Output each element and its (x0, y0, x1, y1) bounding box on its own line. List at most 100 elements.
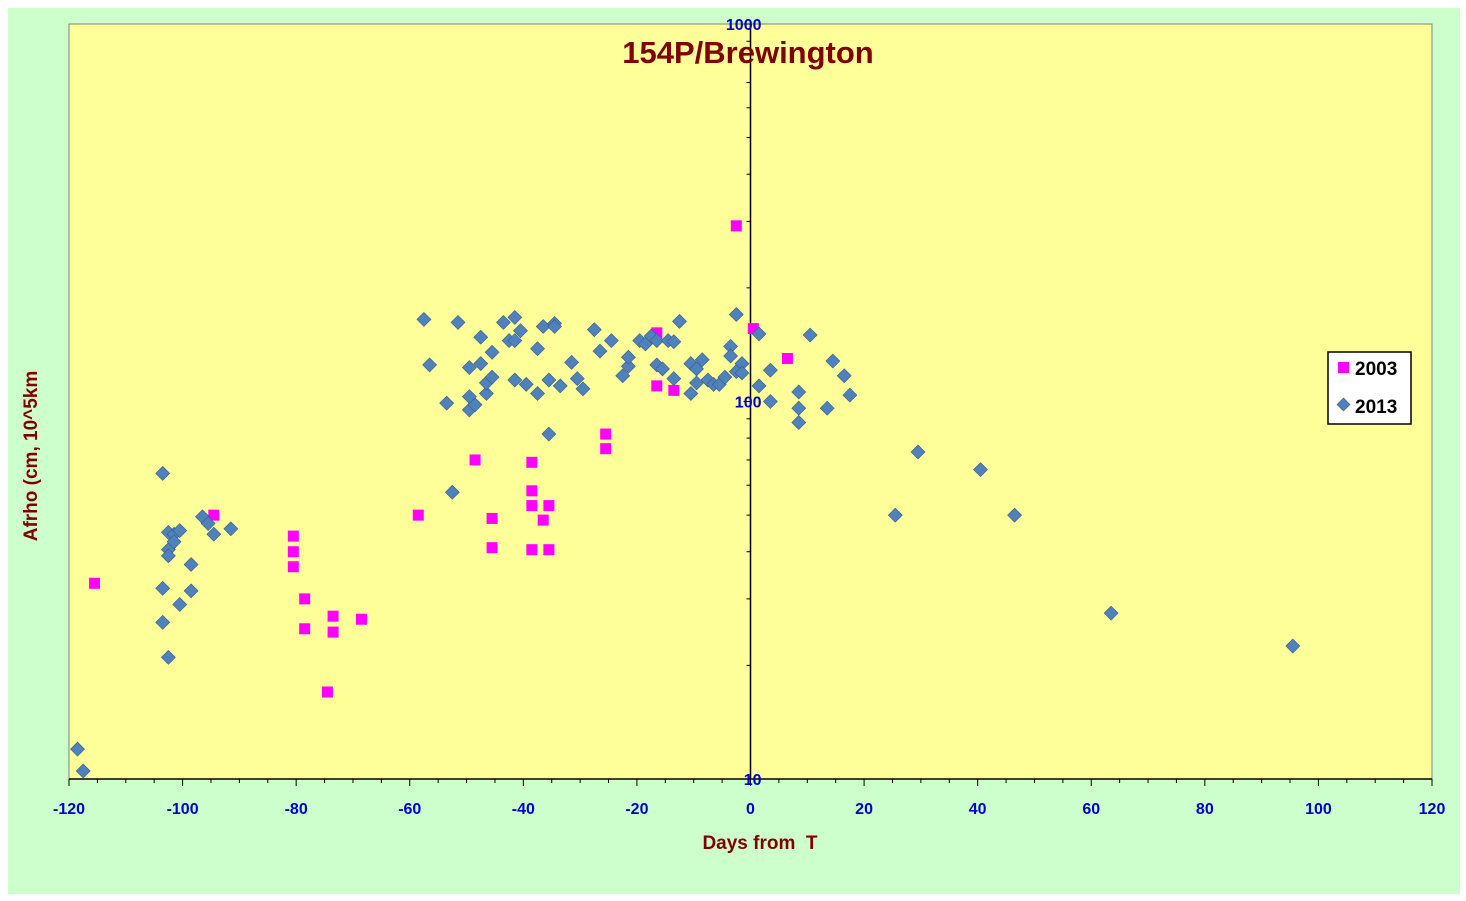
data-point-2013 (484, 369, 500, 385)
y-tick-label: 100 (735, 395, 762, 412)
x-tick-label: -100 (167, 801, 199, 818)
data-point-2013 (223, 521, 239, 537)
data-point-2013 (530, 341, 545, 357)
legend: 2003 2013 (1327, 351, 1412, 425)
data-point-2013 (513, 323, 528, 339)
data-point-2013 (183, 583, 199, 599)
data-point-2013 (825, 353, 841, 369)
data-point-2013 (887, 507, 903, 523)
x-tick-labels: -120 -100 -80 -60 -40 -20 0 20 40 60 80 100 120 (53, 801, 1445, 818)
data-point-2013 (541, 372, 557, 388)
data-point-2013 (791, 415, 807, 430)
data-point-2003 (208, 509, 220, 521)
x-tick-label: -40 (512, 801, 535, 818)
data-point-2013 (802, 327, 818, 343)
data-point-2013 (689, 361, 704, 377)
data-point-2013 (206, 526, 222, 542)
data-point-2013 (507, 333, 523, 349)
x-tick-label: 80 (1196, 801, 1214, 818)
x-axis-label: Days from T (702, 833, 817, 854)
data-point-2013 (478, 386, 494, 401)
data-point-2003 (287, 561, 299, 573)
data-point-2003 (747, 323, 759, 335)
x-tick-label: -120 (53, 801, 85, 818)
data-point-2013 (473, 329, 489, 345)
data-point-2003 (327, 626, 339, 638)
data-point-2013 (535, 319, 551, 334)
data-point-2003 (651, 327, 663, 339)
x-tick-label: 40 (969, 801, 987, 818)
data-point-2003 (412, 509, 424, 521)
data-point-2013 (683, 386, 699, 401)
data-point-2003 (526, 485, 538, 497)
data-point-2013 (603, 333, 619, 349)
legend-label-2013: 2013 (1355, 397, 1397, 418)
data-point-2013 (728, 307, 744, 322)
data-point-2003 (730, 220, 742, 232)
data-point-2013 (666, 371, 682, 387)
data-point-2013 (672, 313, 687, 329)
data-point-2003 (89, 577, 101, 589)
data-point-2013 (160, 548, 176, 564)
data-point-2013 (620, 349, 636, 365)
data-point-2013 (172, 523, 188, 539)
data-point-2013 (615, 368, 631, 384)
legend-marker-2003 (1338, 362, 1349, 373)
legend-label-2003: 2003 (1355, 359, 1397, 380)
data-point-2003 (781, 352, 793, 364)
data-point-2013 (564, 354, 580, 370)
data-point-2013 (1103, 605, 1119, 621)
y-tick-label: 1000 (726, 17, 762, 34)
data-point-2013 (694, 352, 710, 368)
data-point-2013 (155, 614, 171, 630)
data-point-2013 (1007, 507, 1023, 523)
data-point-2003 (355, 613, 367, 625)
data-point-2013 (160, 649, 176, 665)
data-point-2013 (450, 314, 466, 330)
data-point-2003 (321, 686, 333, 698)
data-point-2013 (592, 343, 608, 359)
data-point-2013 (791, 384, 807, 400)
data-point-2013 (155, 465, 171, 481)
data-point-2013 (507, 372, 523, 388)
data-point-2003 (287, 530, 299, 542)
data-point-2003 (287, 546, 299, 558)
data-point-2013 (723, 348, 739, 364)
y-axis-label: Afrho (cm, 10^5km (21, 371, 42, 542)
data-point-2013 (541, 426, 557, 442)
x-tick-label: -80 (285, 801, 308, 818)
data-point-2013 (1285, 638, 1301, 654)
data-point-2013 (649, 333, 665, 349)
data-point-2013 (530, 386, 545, 401)
data-point-2013 (762, 362, 778, 378)
data-point-2013 (734, 365, 750, 381)
data-point-2013 (973, 462, 988, 478)
data-point-2013 (655, 361, 670, 377)
scatter-chart: -120 -100 -80 -60 -40 -20 0 20 40 60 80 100 120 1010… (21, 17, 1445, 854)
data-point-2013 (507, 310, 523, 325)
data-point-2003 (526, 456, 538, 468)
x-tick-label: 0 (746, 801, 755, 818)
x-tick-label: 120 (1419, 801, 1446, 818)
data-point-2013 (467, 397, 483, 413)
data-point-2013 (166, 534, 182, 550)
data-point-2013 (183, 557, 199, 572)
data-point-2013 (717, 369, 733, 385)
x-tick-label: -20 (625, 801, 648, 818)
data-point-2013 (155, 580, 171, 596)
data-point-2013 (751, 326, 767, 342)
data-point-2003 (299, 623, 311, 635)
data-point-2013 (910, 444, 926, 460)
y-tick-labels: 10 100 1000 (726, 17, 762, 789)
data-point-2013 (200, 516, 216, 531)
data-point-2013 (751, 378, 767, 394)
data-point-2003 (600, 443, 612, 455)
x-tick-label: 20 (855, 801, 873, 818)
data-point-2013 (484, 344, 500, 360)
data-point-2013 (473, 356, 489, 372)
data-point-2013 (842, 387, 858, 403)
data-point-2003 (668, 384, 680, 396)
data-point-2013 (444, 484, 460, 500)
data-point-2013 (461, 360, 477, 375)
data-point-2003 (537, 514, 549, 526)
